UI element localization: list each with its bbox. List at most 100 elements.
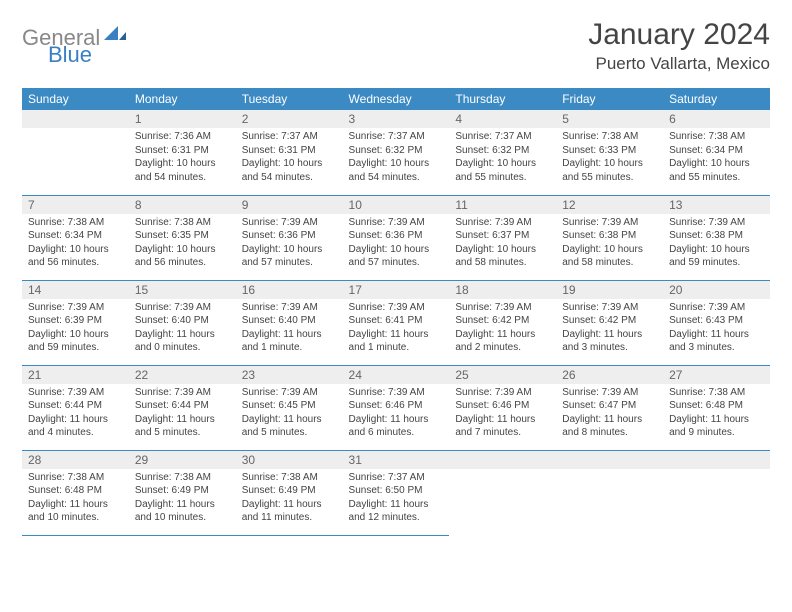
calendar-cell: 19Sunrise: 7:39 AMSunset: 6:42 PMDayligh… xyxy=(556,280,663,365)
day-details: Sunrise: 7:39 AMSunset: 6:40 PMDaylight:… xyxy=(236,299,343,359)
day-details: Sunrise: 7:39 AMSunset: 6:44 PMDaylight:… xyxy=(129,384,236,444)
day-number: 1 xyxy=(129,110,236,128)
day-details: Sunrise: 7:38 AMSunset: 6:48 PMDaylight:… xyxy=(663,384,770,444)
calendar-cell: 1Sunrise: 7:36 AMSunset: 6:31 PMDaylight… xyxy=(129,110,236,195)
day-details: Sunrise: 7:36 AMSunset: 6:31 PMDaylight:… xyxy=(129,128,236,188)
calendar-cell: 22Sunrise: 7:39 AMSunset: 6:44 PMDayligh… xyxy=(129,365,236,450)
calendar-cell: 8Sunrise: 7:38 AMSunset: 6:35 PMDaylight… xyxy=(129,195,236,280)
day-number: 25 xyxy=(449,366,556,384)
day-details: Sunrise: 7:39 AMSunset: 6:47 PMDaylight:… xyxy=(556,384,663,444)
day-details: Sunrise: 7:39 AMSunset: 6:44 PMDaylight:… xyxy=(22,384,129,444)
calendar-cell: 29Sunrise: 7:38 AMSunset: 6:49 PMDayligh… xyxy=(129,450,236,535)
calendar-cell: 30Sunrise: 7:38 AMSunset: 6:49 PMDayligh… xyxy=(236,450,343,535)
header-wednesday: Wednesday xyxy=(343,88,450,110)
calendar-cell: 16Sunrise: 7:39 AMSunset: 6:40 PMDayligh… xyxy=(236,280,343,365)
day-number: 19 xyxy=(556,281,663,299)
day-number: 27 xyxy=(663,366,770,384)
calendar-cell: 27Sunrise: 7:38 AMSunset: 6:48 PMDayligh… xyxy=(663,365,770,450)
calendar-cell: 13Sunrise: 7:39 AMSunset: 6:38 PMDayligh… xyxy=(663,195,770,280)
day-number: . xyxy=(22,110,129,128)
title-block: January 2024 Puerto Vallarta, Mexico xyxy=(588,18,770,74)
day-number: 26 xyxy=(556,366,663,384)
day-number: 8 xyxy=(129,196,236,214)
calendar-row: 21Sunrise: 7:39 AMSunset: 6:44 PMDayligh… xyxy=(22,365,770,450)
day-details: Sunrise: 7:38 AMSunset: 6:49 PMDaylight:… xyxy=(236,469,343,529)
day-number: 17 xyxy=(343,281,450,299)
calendar-body: .1Sunrise: 7:36 AMSunset: 6:31 PMDayligh… xyxy=(22,110,770,535)
calendar-cell: 12Sunrise: 7:39 AMSunset: 6:38 PMDayligh… xyxy=(556,195,663,280)
calendar-cell: 14Sunrise: 7:39 AMSunset: 6:39 PMDayligh… xyxy=(22,280,129,365)
header-saturday: Saturday xyxy=(663,88,770,110)
day-details: Sunrise: 7:38 AMSunset: 6:34 PMDaylight:… xyxy=(663,128,770,188)
day-details: Sunrise: 7:39 AMSunset: 6:43 PMDaylight:… xyxy=(663,299,770,359)
day-number: . xyxy=(449,451,556,469)
day-number: 7 xyxy=(22,196,129,214)
day-number: 10 xyxy=(343,196,450,214)
calendar-cell: 23Sunrise: 7:39 AMSunset: 6:45 PMDayligh… xyxy=(236,365,343,450)
calendar-row: 28Sunrise: 7:38 AMSunset: 6:48 PMDayligh… xyxy=(22,450,770,535)
calendar-cell: 18Sunrise: 7:39 AMSunset: 6:42 PMDayligh… xyxy=(449,280,556,365)
calendar-cell: 4Sunrise: 7:37 AMSunset: 6:32 PMDaylight… xyxy=(449,110,556,195)
day-details: Sunrise: 7:38 AMSunset: 6:33 PMDaylight:… xyxy=(556,128,663,188)
day-number: 20 xyxy=(663,281,770,299)
logo-swoosh-icon xyxy=(104,24,128,42)
day-details: Sunrise: 7:39 AMSunset: 6:41 PMDaylight:… xyxy=(343,299,450,359)
calendar-cell: 6Sunrise: 7:38 AMSunset: 6:34 PMDaylight… xyxy=(663,110,770,195)
day-details: Sunrise: 7:39 AMSunset: 6:37 PMDaylight:… xyxy=(449,214,556,274)
day-details: Sunrise: 7:37 AMSunset: 6:50 PMDaylight:… xyxy=(343,469,450,529)
calendar-cell: 21Sunrise: 7:39 AMSunset: 6:44 PMDayligh… xyxy=(22,365,129,450)
header-sunday: Sunday xyxy=(22,88,129,110)
day-number: 6 xyxy=(663,110,770,128)
day-number: 28 xyxy=(22,451,129,469)
calendar-cell: . xyxy=(22,110,129,195)
header-monday: Monday xyxy=(129,88,236,110)
day-number: 14 xyxy=(22,281,129,299)
day-number: 15 xyxy=(129,281,236,299)
day-number: 3 xyxy=(343,110,450,128)
calendar-cell: 20Sunrise: 7:39 AMSunset: 6:43 PMDayligh… xyxy=(663,280,770,365)
day-details: Sunrise: 7:39 AMSunset: 6:36 PMDaylight:… xyxy=(236,214,343,274)
calendar-cell: . xyxy=(556,450,663,535)
calendar-cell: 15Sunrise: 7:39 AMSunset: 6:40 PMDayligh… xyxy=(129,280,236,365)
day-header-row: Sunday Monday Tuesday Wednesday Thursday… xyxy=(22,88,770,110)
calendar-cell: . xyxy=(449,450,556,535)
calendar-cell: 9Sunrise: 7:39 AMSunset: 6:36 PMDaylight… xyxy=(236,195,343,280)
header-friday: Friday xyxy=(556,88,663,110)
day-number: 29 xyxy=(129,451,236,469)
day-details: Sunrise: 7:38 AMSunset: 6:49 PMDaylight:… xyxy=(129,469,236,529)
day-details: Sunrise: 7:39 AMSunset: 6:42 PMDaylight:… xyxy=(449,299,556,359)
calendar-cell: 26Sunrise: 7:39 AMSunset: 6:47 PMDayligh… xyxy=(556,365,663,450)
day-number: 21 xyxy=(22,366,129,384)
day-details: Sunrise: 7:39 AMSunset: 6:38 PMDaylight:… xyxy=(663,214,770,274)
day-number: 22 xyxy=(129,366,236,384)
calendar-row: .1Sunrise: 7:36 AMSunset: 6:31 PMDayligh… xyxy=(22,110,770,195)
day-details: Sunrise: 7:39 AMSunset: 6:46 PMDaylight:… xyxy=(449,384,556,444)
day-number: 12 xyxy=(556,196,663,214)
day-number: 2 xyxy=(236,110,343,128)
header: General Blue January 2024 Puerto Vallart… xyxy=(22,18,770,74)
calendar-cell: 11Sunrise: 7:39 AMSunset: 6:37 PMDayligh… xyxy=(449,195,556,280)
month-title: January 2024 xyxy=(588,18,770,52)
day-details: Sunrise: 7:39 AMSunset: 6:40 PMDaylight:… xyxy=(129,299,236,359)
calendar-cell: 2Sunrise: 7:37 AMSunset: 6:31 PMDaylight… xyxy=(236,110,343,195)
calendar-cell: 31Sunrise: 7:37 AMSunset: 6:50 PMDayligh… xyxy=(343,450,450,535)
day-details: Sunrise: 7:38 AMSunset: 6:48 PMDaylight:… xyxy=(22,469,129,529)
day-number: 24 xyxy=(343,366,450,384)
day-details: Sunrise: 7:37 AMSunset: 6:32 PMDaylight:… xyxy=(343,128,450,188)
header-tuesday: Tuesday xyxy=(236,88,343,110)
calendar-cell: 3Sunrise: 7:37 AMSunset: 6:32 PMDaylight… xyxy=(343,110,450,195)
day-details: Sunrise: 7:39 AMSunset: 6:45 PMDaylight:… xyxy=(236,384,343,444)
calendar-cell: 25Sunrise: 7:39 AMSunset: 6:46 PMDayligh… xyxy=(449,365,556,450)
logo: General Blue xyxy=(22,24,128,52)
logo-text-blue: Blue xyxy=(48,42,92,68)
calendar-row: 7Sunrise: 7:38 AMSunset: 6:34 PMDaylight… xyxy=(22,195,770,280)
day-details: Sunrise: 7:38 AMSunset: 6:34 PMDaylight:… xyxy=(22,214,129,274)
calendar-cell: 24Sunrise: 7:39 AMSunset: 6:46 PMDayligh… xyxy=(343,365,450,450)
day-details: Sunrise: 7:37 AMSunset: 6:31 PMDaylight:… xyxy=(236,128,343,188)
calendar-cell: . xyxy=(663,450,770,535)
day-details: Sunrise: 7:39 AMSunset: 6:42 PMDaylight:… xyxy=(556,299,663,359)
calendar-cell: 28Sunrise: 7:38 AMSunset: 6:48 PMDayligh… xyxy=(22,450,129,535)
day-details: Sunrise: 7:39 AMSunset: 6:36 PMDaylight:… xyxy=(343,214,450,274)
day-number: 31 xyxy=(343,451,450,469)
calendar-cell: 10Sunrise: 7:39 AMSunset: 6:36 PMDayligh… xyxy=(343,195,450,280)
